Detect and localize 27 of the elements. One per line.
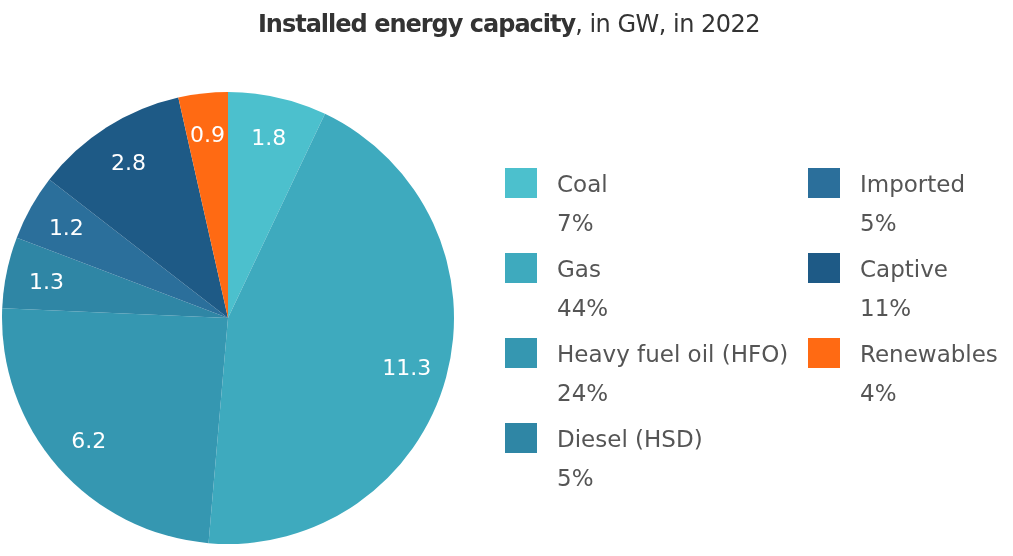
pie-slice xyxy=(2,308,228,544)
data-label: 2.8 xyxy=(111,149,147,175)
legend-label: Coal xyxy=(557,171,608,197)
data-label: 1.3 xyxy=(29,268,64,294)
data-label: 11.3 xyxy=(382,354,432,380)
legend-label: Diesel (HSD) xyxy=(557,426,703,452)
text: 4% xyxy=(860,380,897,406)
pie-slice xyxy=(2,237,228,318)
text: 7% xyxy=(557,210,594,236)
data-label: 1.2 xyxy=(48,215,84,241)
pie-slice xyxy=(228,92,325,318)
text: 5% xyxy=(557,465,594,491)
pie-slice xyxy=(178,92,228,318)
legend-label: Gas xyxy=(557,256,601,282)
text: 11% xyxy=(860,295,912,321)
text: 44% xyxy=(557,295,609,321)
legend-label: Captive xyxy=(860,256,948,282)
data-label: 1.8 xyxy=(251,125,287,151)
legend-label: Renewables xyxy=(860,341,998,367)
pie-slice xyxy=(16,179,228,318)
text: 5% xyxy=(860,210,897,236)
chart-title: Installed energy capacity, in GW, in 2022 xyxy=(257,10,761,38)
legend-label: Heavy fuel oil (HFO) xyxy=(557,341,789,367)
text: 24% xyxy=(557,380,609,406)
data-label: 0.9 xyxy=(189,121,225,147)
legend-label: Imported xyxy=(860,171,966,197)
data-label: 6.2 xyxy=(71,428,107,454)
